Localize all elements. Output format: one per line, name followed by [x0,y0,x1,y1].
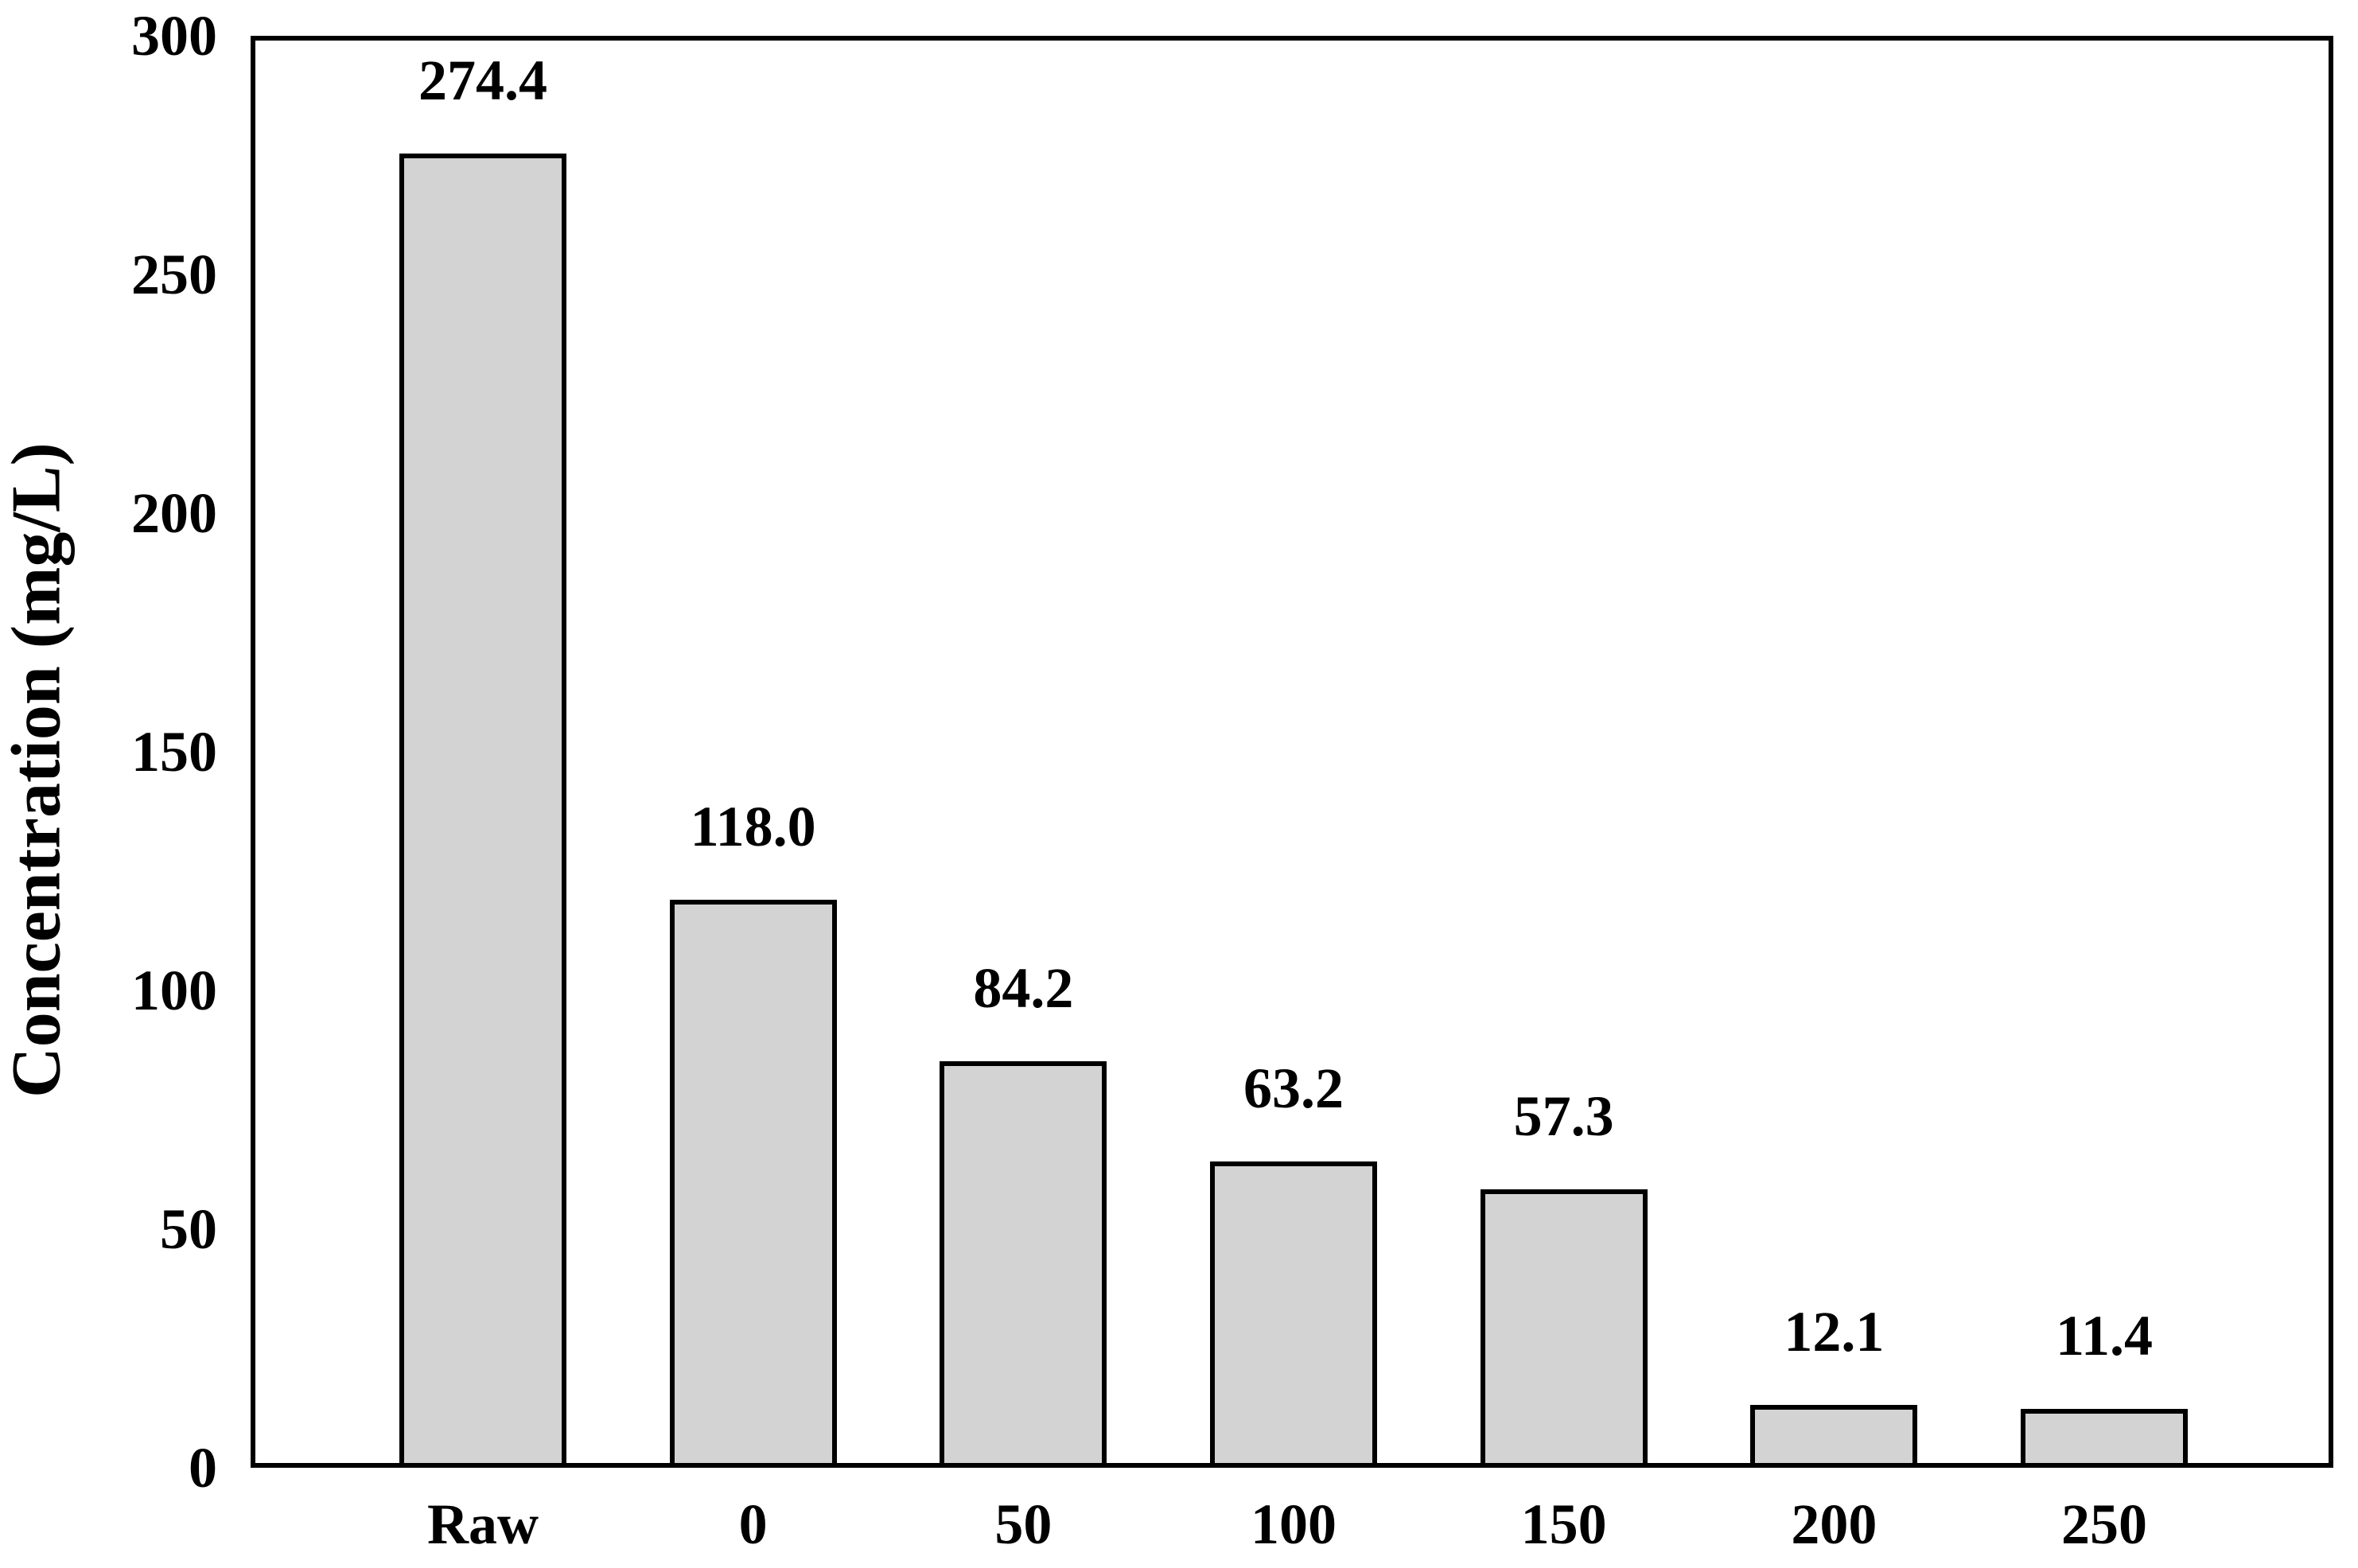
x-tick-label-100: 100 [1251,1492,1337,1556]
y-tick-label-200: 200 [131,481,217,545]
plot-area: 274.4 118.0 84.2 63.2 57.3 12.1 11.4 [251,36,2333,1468]
y-tick-label-150: 150 [131,720,217,784]
bar-250 [2021,1408,2189,1463]
x-tick-label-150: 150 [1520,1492,1607,1556]
bar-200 [1750,1405,1918,1463]
bar-value-label: 63.2 [1243,1056,1344,1120]
bar-50 [940,1060,1107,1463]
bar-0 [669,900,837,1463]
x-tick-label-0: 0 [738,1492,768,1556]
y-tick-label-50: 50 [160,1197,217,1261]
bar-value-label: 274.4 [418,48,547,112]
x-tick-label-250: 250 [2061,1492,2148,1556]
y-axis-tick-labels: 0 50 100 150 200 250 300 [0,7,217,1496]
y-tick-label-100: 100 [131,959,217,1022]
bar-100 [1210,1161,1377,1463]
bar-value-label: 118.0 [690,795,816,858]
bar-value-label: 11.4 [2056,1303,2154,1368]
x-tick-label-200: 200 [1791,1492,1877,1556]
x-tick-label-50: 50 [994,1492,1053,1556]
bar-value-label: 12.1 [1784,1300,1885,1364]
bar-value-label: 57.3 [1513,1084,1614,1149]
bar-value-label: 84.2 [973,955,1074,1020]
bar-Raw [399,153,566,1463]
y-tick-label-250: 250 [131,243,217,306]
y-tick-label-0: 0 [189,1436,217,1500]
bar-150 [1480,1189,1648,1463]
x-tick-label-Raw: Raw [427,1492,539,1556]
y-tick-label-300: 300 [131,4,217,68]
